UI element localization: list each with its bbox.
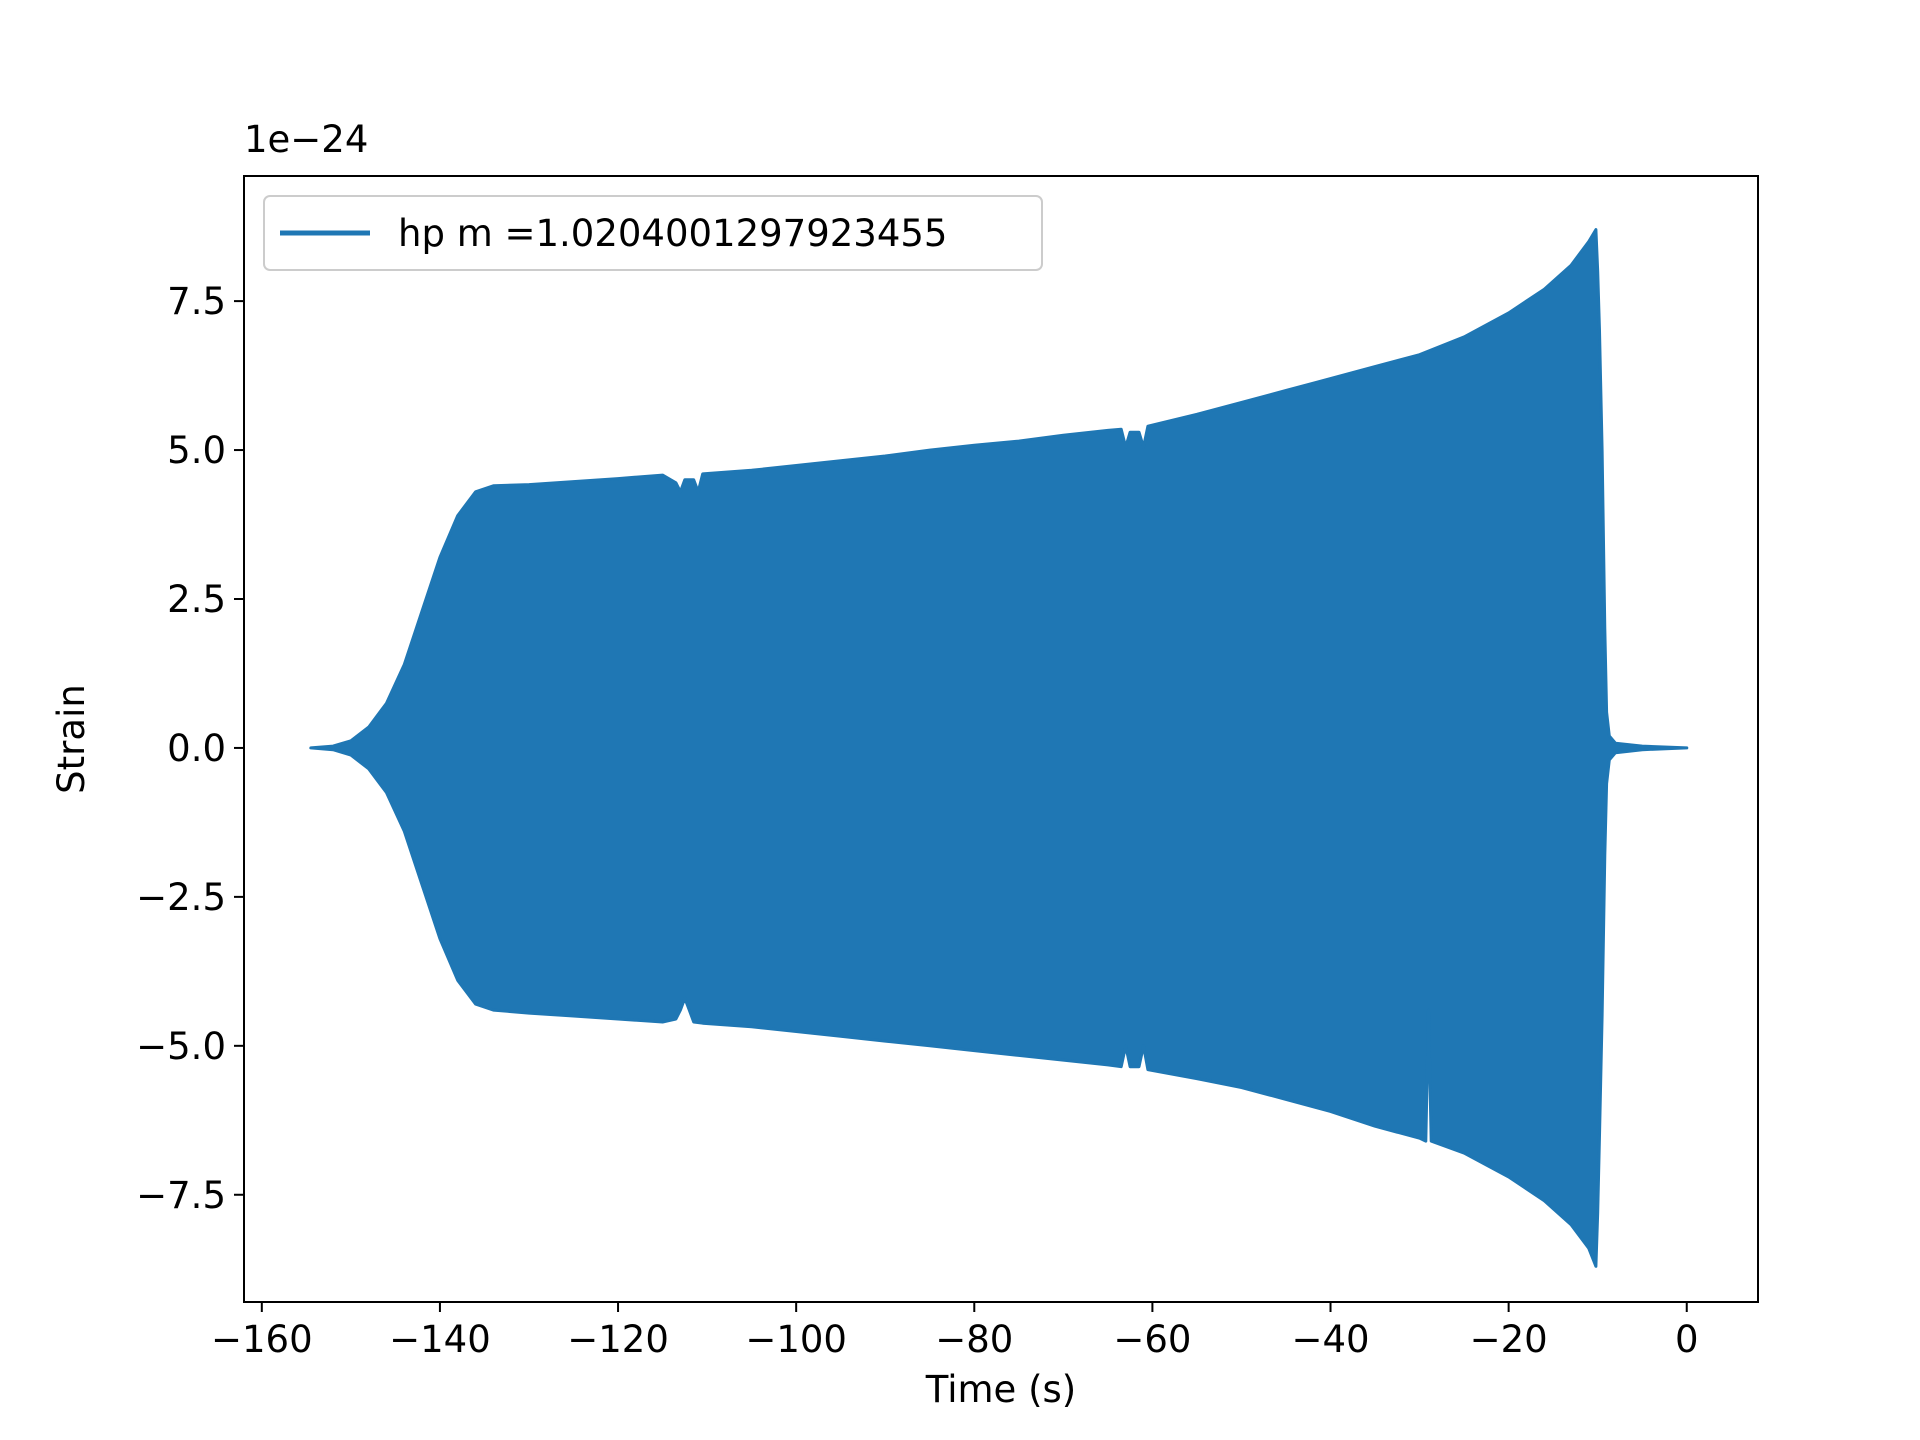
x-tick-label: −160 xyxy=(211,1318,313,1361)
x-axis-label: Time (s) xyxy=(925,1368,1076,1411)
y-tick-label: −2.5 xyxy=(136,876,226,919)
y-tick-label: 2.5 xyxy=(167,578,226,621)
legend-box xyxy=(263,195,1043,271)
y-tick-label: −7.5 xyxy=(136,1174,226,1217)
y-tick-label: 7.5 xyxy=(167,280,226,323)
x-tick-label: −140 xyxy=(389,1318,491,1361)
x-tick-label: −40 xyxy=(1291,1318,1369,1361)
x-tick-label: −60 xyxy=(1113,1318,1191,1361)
series-hp-waveform xyxy=(309,228,1689,1268)
y-axis-label: Strain xyxy=(50,684,93,794)
x-tick-label: 0 xyxy=(1675,1318,1699,1361)
plot-area xyxy=(309,228,1689,1268)
axes-frame xyxy=(243,175,1759,1303)
legend-entry-label: hp m =1.0204001297923455 xyxy=(398,212,947,255)
y-tick-label: −5.0 xyxy=(136,1025,226,1068)
x-tick-label: −120 xyxy=(567,1318,669,1361)
y-tick-label: 5.0 xyxy=(167,429,226,472)
x-tick-label: −20 xyxy=(1470,1318,1548,1361)
x-tick-label: −100 xyxy=(745,1318,847,1361)
y-axis: −7.5 −5.0 −2.5 0.0 2.5 5.0 7.5 xyxy=(136,280,244,1217)
legend: hp m =1.0204001297923455 xyxy=(263,195,1043,271)
x-axis: −160 −140 −120 −100 −80 −60 −40 −20 0 xyxy=(211,1302,1699,1361)
x-tick-label: −80 xyxy=(935,1318,1013,1361)
y-offset-label: 1e−24 xyxy=(244,118,368,161)
y-tick-label: 0.0 xyxy=(167,727,226,770)
